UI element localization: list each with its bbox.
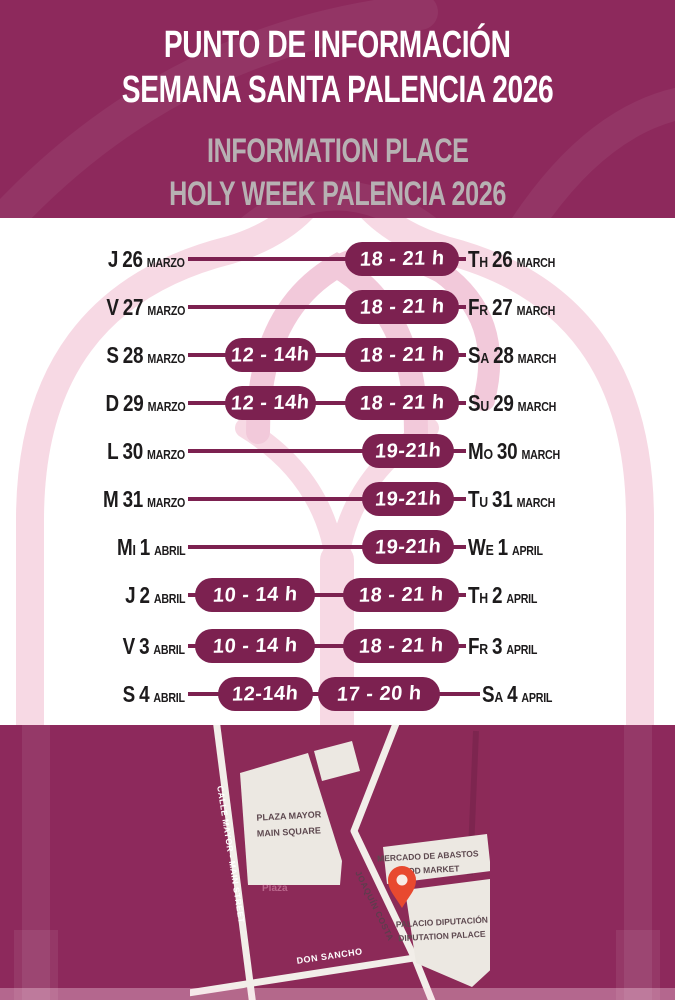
- connector-line: [188, 305, 466, 309]
- evening-hours-pill: 18 - 21 h: [345, 290, 459, 324]
- schedule-row: V 3 ABRIL 10 - 14 h 18 - 21 h FR 3 APRIL: [0, 629, 675, 663]
- schedule-row: J 26 MARZO 18 - 21 h TH 26 MARCH: [0, 242, 675, 276]
- schedule-row: V 27 MARZO 18 - 21 h FR 27 MARCH: [0, 290, 675, 324]
- building-plaza-annex: [314, 741, 360, 781]
- morning-hours-pill: 10 - 14 h: [195, 629, 315, 663]
- building-plaza-mayor: [240, 753, 342, 885]
- watermark-column-base-left: [14, 930, 58, 1000]
- date-label-en: WE 1 APRIL: [468, 534, 543, 560]
- evening-hours-pill: 18 - 21 h: [345, 242, 459, 276]
- title-es-line1: PUNTO DE INFORMACIÓN: [164, 24, 511, 66]
- connector-line: [188, 644, 466, 648]
- watermark-column-right: [624, 725, 652, 1000]
- connector-line: [188, 593, 466, 597]
- date-label-es: D 29 MARZO: [105, 390, 185, 416]
- street-joaquin-costa: [350, 725, 436, 1000]
- evening-hours-pill: 18 - 21 h: [343, 629, 459, 663]
- schedule-row: S 28 MARZO 12 - 14h 18 - 21 h SA 28 MARCH: [0, 338, 675, 372]
- watermark-column-base-right: [616, 930, 660, 1000]
- date-label-es: V 27 MARZO: [106, 294, 185, 320]
- watermark-sill-strip: [0, 988, 675, 1000]
- schedule-row: M 31 MARZO 19-21h TU 31 MARCH: [0, 482, 675, 516]
- evening-hours-pill: 17 - 20 h: [318, 677, 440, 711]
- ghost-map-label: Plaza: [262, 883, 288, 894]
- connector-line: [188, 545, 466, 549]
- schedule-row: L 30 MARZO 19-21h MO 30 MARCH: [0, 434, 675, 468]
- date-label-es: MI 1 ABRIL: [116, 534, 186, 560]
- building-palacio: [405, 879, 490, 987]
- date-label-es: S 28 MARZO: [106, 342, 185, 368]
- header: PUNTO DE INFORMACIÓN SEMANA SANTA PALENC…: [0, 0, 675, 218]
- date-label-en: FR 27 MARCH: [468, 294, 556, 320]
- date-label-en: SU 29 MARCH: [468, 390, 557, 416]
- title-en-line2: HOLY WEEK PALENCIA 2026: [169, 175, 506, 213]
- connector-line: [188, 401, 466, 405]
- date-label-en: TU 31 MARCH: [468, 486, 556, 512]
- connector-line: [188, 257, 466, 261]
- morning-hours-pill: 10 - 14 h: [195, 578, 315, 612]
- location-pin-icon: [388, 866, 416, 908]
- street-calle-mayor: [213, 725, 256, 1000]
- evening-hours-pill: 18 - 21 h: [345, 386, 459, 420]
- connector-line: [188, 353, 466, 357]
- schedule-row: D 29 MARZO 12 - 14h 18 - 21 h SU 29 MARCH: [0, 386, 675, 420]
- schedule-row: S 4 ABRIL 12-14h 17 - 20 h SA 4 APRIL: [0, 677, 675, 711]
- watermark-column-left: [22, 725, 50, 1000]
- date-label-es: L 30 MARZO: [107, 438, 185, 464]
- date-label-es: V 3 ABRIL: [122, 633, 185, 659]
- plaza-mayor-label-en: MAIN SQUARE: [257, 825, 321, 838]
- date-label-es: J 2 ABRIL: [124, 582, 185, 608]
- date-label-en: FR 3 APRIL: [468, 633, 538, 659]
- location-map: Plaza PLAZA MAYOR MAIN SQUARE MERCADO DE…: [190, 725, 490, 1000]
- morning-hours-pill: 12-14h: [218, 677, 313, 711]
- map-band: Plaza PLAZA MAYOR MAIN SQUARE MERCADO DE…: [0, 725, 675, 1000]
- morning-hours-pill: 12 - 14h: [225, 386, 316, 420]
- schedule-row: MI 1 ABRIL 19-21h WE 1 APRIL: [0, 530, 675, 564]
- date-label-en: MO 30 MARCH: [468, 438, 560, 464]
- evening-hours-pill: 18 - 21 h: [343, 578, 459, 612]
- date-label-es: S 4 ABRIL: [122, 681, 185, 707]
- palacio-label-en: DIPUTATION PALACE: [398, 929, 486, 944]
- evening-hours-pill: 18 - 21 h: [345, 338, 459, 372]
- evening-hours-pill: 19-21h: [362, 482, 454, 516]
- title-es-line2: SEMANA SANTA PALENCIA 2026: [121, 69, 554, 111]
- schedule-row: J 2 ABRIL 10 - 14 h 18 - 21 h TH 2 APRIL: [0, 578, 675, 612]
- evening-hours-pill: 19-21h: [362, 530, 454, 564]
- date-label-es: J 26 MARZO: [108, 246, 185, 272]
- connector-line: [188, 449, 466, 453]
- evening-hours-pill: 19-21h: [362, 434, 454, 468]
- header-arch-watermark-icon: [0, 0, 675, 218]
- morning-hours-pill: 12 - 14h: [225, 338, 316, 372]
- date-label-en: TH 26 MARCH: [468, 246, 556, 272]
- title-en-line1: INFORMATION PLACE: [206, 132, 469, 170]
- date-label-en: SA 4 APRIL: [482, 681, 553, 707]
- date-label-en: SA 28 MARCH: [468, 342, 557, 368]
- palacio-label-es: PALACIO DIPUTACIÓN: [395, 914, 488, 930]
- date-label-es: M 31 MARZO: [102, 486, 185, 512]
- connector-line: [188, 497, 466, 501]
- plaza-mayor-label-es: PLAZA MAYOR: [256, 809, 322, 822]
- date-label-en: TH 2 APRIL: [468, 582, 538, 608]
